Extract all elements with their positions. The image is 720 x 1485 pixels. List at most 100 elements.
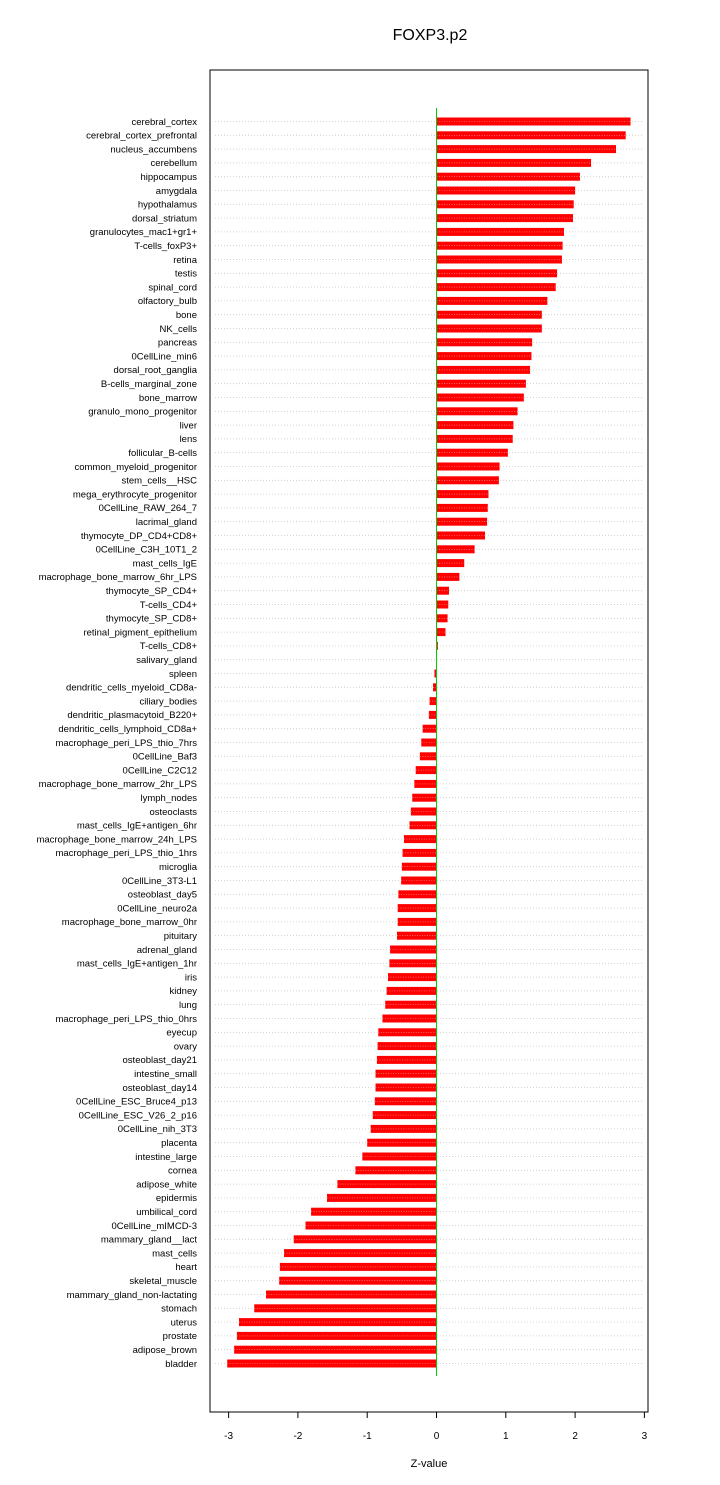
bar-amygdala	[436, 186, 576, 195]
category-label: testis	[175, 269, 197, 280]
bar-iris	[387, 973, 437, 982]
category-label: macrophage_bone_marrow_2hr_LPS	[39, 779, 197, 790]
category-label: salivary_gland	[136, 655, 197, 666]
x-tick-label: 0	[434, 1431, 440, 1442]
bar-osteoblast_day21	[376, 1055, 437, 1064]
bar-stomach	[254, 1304, 437, 1313]
category-label: adrenal_gland	[137, 945, 197, 956]
bar-bladder	[227, 1359, 437, 1368]
bar-macrophage_bone_marrow_2hr_LPS	[414, 779, 437, 788]
category-label: mast_cells_IgE+antigen_1hr	[77, 959, 197, 970]
category-label: hypothalamus	[138, 200, 197, 211]
x-tick-label: 3	[642, 1431, 648, 1442]
plot-frame	[209, 69, 649, 1413]
category-label: cornea	[168, 1166, 198, 1177]
bar-macrophage_bone_marrow_24h_LPS	[403, 835, 437, 844]
category-label: dendritic_plasmacytoid_B220+	[67, 710, 197, 721]
bar-cerebellum	[436, 158, 592, 167]
category-label: ovary	[174, 1041, 197, 1052]
category-label: hippocampus	[140, 172, 197, 183]
bar-ovary	[377, 1042, 437, 1051]
category-label: thymocyte_SP_CD4+	[106, 586, 198, 597]
category-label: uterus	[171, 1317, 198, 1328]
category-label: 0CellLine_Baf3	[133, 752, 197, 763]
chart-title: FOXP3.p2	[393, 27, 468, 44]
category-label: microglia	[159, 862, 198, 873]
category-label: retinal_pigment_epithelium	[83, 627, 197, 638]
category-label: macrophage_peri_LPS_thio_7hrs	[55, 738, 197, 749]
category-label: spleen	[169, 669, 197, 680]
category-label: mammary_gland__lact	[101, 1235, 197, 1246]
bar-adipose_white	[337, 1180, 437, 1189]
category-label: osteoblast_day21	[123, 1055, 197, 1066]
x-tick-label: -3	[224, 1431, 233, 1442]
category-label: mast_cells_IgE+antigen_6hr	[77, 821, 197, 832]
bar-eyecup	[378, 1028, 437, 1037]
category-label: amygdala	[156, 186, 198, 197]
bar-macrophage_peri_LPS_thio_1hrs	[402, 848, 437, 857]
category-label: granulo_mono_progenitor	[88, 407, 197, 418]
category-label: 0CellLine_C3H_10T1_2	[96, 545, 197, 556]
category-label: heart	[175, 1262, 197, 1273]
bar-mast_cells	[284, 1249, 437, 1258]
category-label: granulocytes_mac1+gr1+	[90, 227, 198, 238]
category-label: macrophage_peri_LPS_thio_0hrs	[55, 1014, 197, 1025]
category-label: skeletal_muscle	[129, 1276, 197, 1287]
category-label: 0CellLine_ESC_Bruce4_p13	[76, 1097, 197, 1108]
category-label: 0CellLine_mIMCD-3	[111, 1221, 197, 1232]
category-label: osteoclasts	[149, 807, 197, 818]
category-label: intestine_small	[134, 1069, 197, 1080]
category-label: T-cells_CD8+	[140, 641, 198, 652]
bar-common_myeloid_progenitor	[436, 462, 500, 471]
category-label: mast_cells	[152, 1248, 197, 1259]
bar-0CellLine_neuro2a	[397, 904, 437, 913]
category-label: iris	[185, 972, 197, 983]
category-label: dorsal_striatum	[132, 213, 197, 224]
category-label: T-cells_CD4+	[140, 600, 198, 611]
category-label: osteoblast_day5	[128, 890, 197, 901]
category-label: osteoblast_day14	[123, 1083, 197, 1094]
bar-0CellLine_min6	[436, 352, 532, 361]
category-label: ciliary_bodies	[139, 696, 197, 707]
category-label: macrophage_bone_marrow_0hr	[62, 917, 197, 928]
category-label: kidney	[170, 986, 198, 997]
category-label: lung	[179, 1000, 197, 1011]
category-label: bone_marrow	[139, 393, 197, 404]
x-tick-label: -1	[363, 1431, 372, 1442]
category-label: spinal_cord	[148, 282, 197, 293]
category-label: thymocyte_DP_CD4+CD8+	[81, 531, 198, 542]
category-label: olfactory_bulb	[138, 296, 197, 307]
bar-mast_cells_IgE+antigen_6hr	[409, 821, 437, 830]
bar-epidermis	[327, 1193, 437, 1202]
category-label: liver	[180, 420, 197, 431]
category-label: 0CellLine_ESC_V26_2_p16	[79, 1110, 197, 1121]
category-label: dendritic_cells_lymphoid_CD8a+	[58, 724, 197, 735]
category-label: NK_cells	[160, 324, 198, 335]
category-label: adipose_brown	[133, 1345, 197, 1356]
category-label: cerebral_cortex	[132, 117, 198, 128]
bar-thymocyte_SP_CD4+	[436, 586, 449, 595]
category-label: retina	[173, 255, 197, 266]
bar-cerebral_cortex	[436, 117, 631, 126]
bar-macrophage_peri_LPS_thio_0hrs	[382, 1014, 437, 1023]
bar-stem_cells__HSC	[436, 476, 499, 485]
category-label: macrophage_peri_LPS_thio_1hrs	[55, 848, 197, 859]
category-label: mast_cells_IgE	[133, 558, 197, 569]
bar-hippocampus	[436, 172, 580, 181]
bar-kidney	[386, 986, 437, 995]
category-label: cerebellum	[151, 158, 198, 169]
category-label: prostate	[163, 1331, 197, 1342]
bar-adipose_brown	[234, 1345, 437, 1354]
bar-prostate	[236, 1331, 437, 1340]
category-label: macrophage_bone_marrow_6hr_LPS	[39, 572, 197, 583]
bar-spinal_cord	[436, 283, 556, 292]
category-label: follicular_B-cells	[128, 448, 197, 459]
bar-skeletal_muscle	[279, 1276, 437, 1285]
category-label: lymph_nodes	[140, 793, 197, 804]
x-axis: -3 -2 -1 0 1 2 3	[224, 1412, 648, 1442]
bar-macrophage_bone_marrow_0hr	[397, 917, 437, 926]
category-labels: cerebral_cortex cerebral_cortex_prefronta…	[36, 117, 197, 1370]
category-label: 0CellLine_C2C12	[123, 765, 197, 776]
bars	[227, 117, 631, 1368]
bar-granulocytes_mac1+gr1+	[436, 227, 565, 236]
